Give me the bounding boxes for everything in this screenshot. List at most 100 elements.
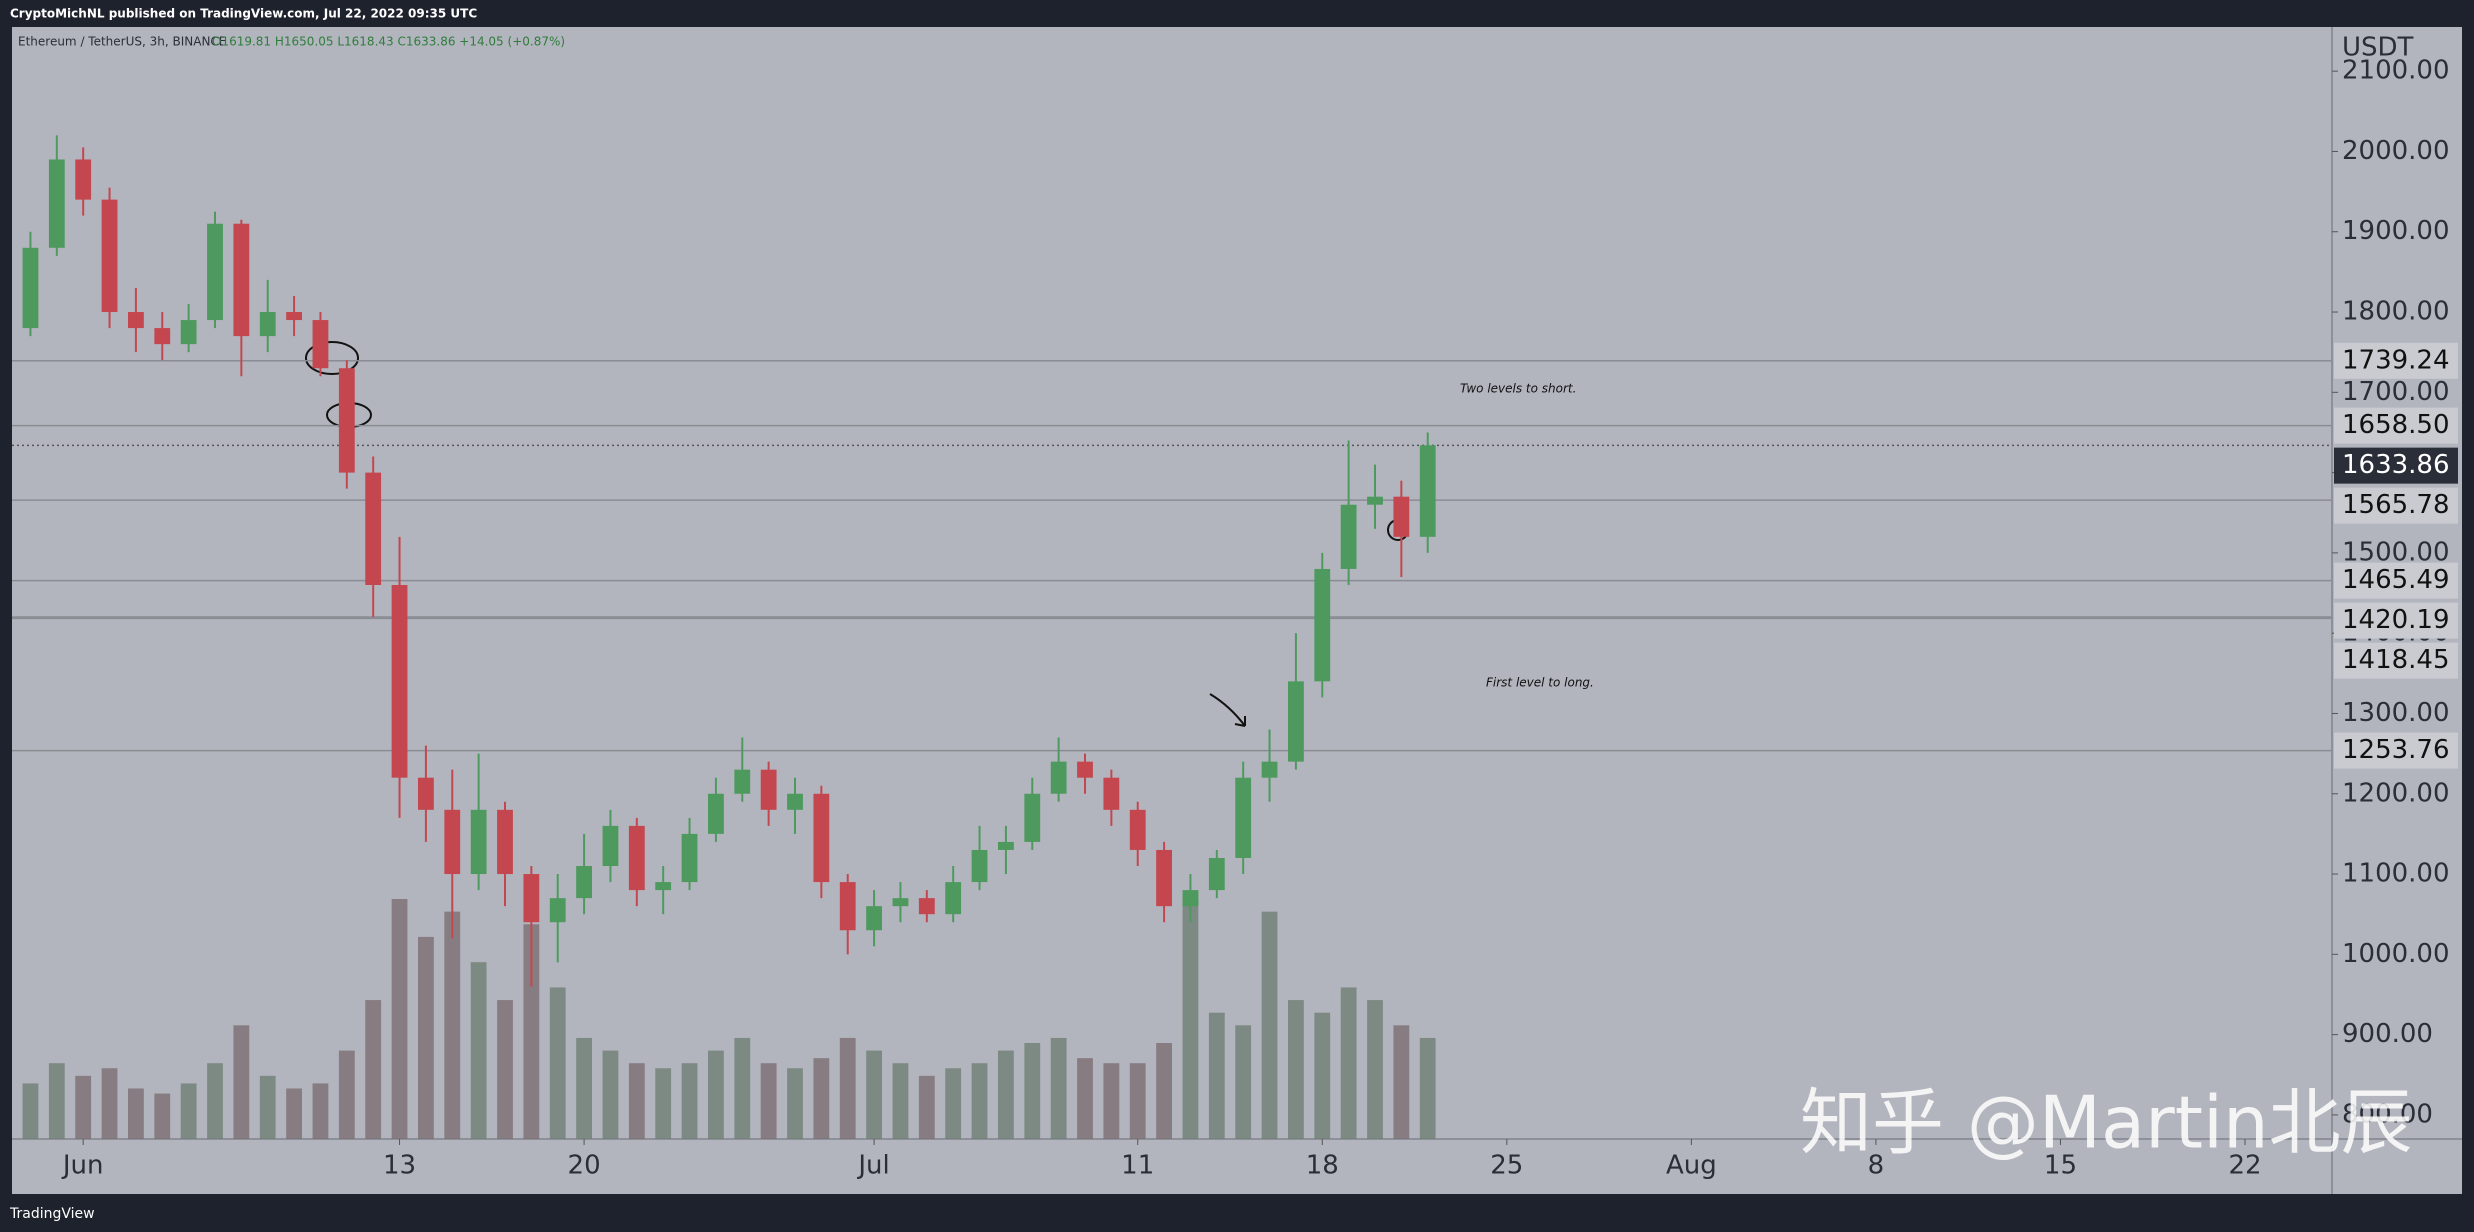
y-tick-label: 1000.00 [2342,939,2450,969]
price-label: 1253.76 [2342,735,2450,765]
volume-bar [286,1088,302,1139]
volume-bar [1340,987,1357,1139]
x-tick-label: 25 [1490,1151,1523,1181]
candle-body [128,312,144,329]
volume-bar [1077,1058,1093,1139]
candle-body [1050,761,1067,794]
volume-bar [918,1075,935,1139]
price-label-box [2334,602,2458,639]
volume-bar [154,1093,171,1139]
volume-bar [1103,1063,1120,1139]
volume-bar [1182,899,1199,1139]
volume-bar [628,1063,645,1139]
volume-bar [101,1068,118,1139]
candle-body [365,472,382,586]
candle-body [1077,761,1093,778]
y-tick-label: 1700.00 [2342,377,2450,407]
price-label: 1565.78 [2342,490,2450,520]
volume-bar [312,1083,329,1139]
candle-body [259,312,276,337]
volume-bar [338,1050,355,1139]
volume-bar [75,1075,92,1139]
volume-bar [1419,1037,1436,1139]
candle-body [1129,809,1146,850]
candle-body [180,320,197,345]
candle-body [1393,496,1410,537]
candle-body [48,159,65,248]
x-tick-label: 13 [383,1151,416,1181]
volume-bar [22,1083,39,1139]
y-tick-label: 1800.00 [2342,297,2450,327]
footer: TradingView [9,1206,95,1222]
volume-bar [418,936,434,1139]
price-label-box [2334,642,2458,679]
candle-body [734,769,751,794]
volume-bar [1314,1012,1331,1139]
volume-bar [892,1063,909,1139]
candle-body [602,825,619,867]
volume-bar [233,1025,250,1139]
x-tick-label: Jun [61,1151,104,1181]
candle-body [1182,890,1199,907]
volume-bar [655,1068,672,1139]
annotation: Two levels to short. [1460,382,1576,396]
volume-bar [1367,1000,1383,1139]
volume-bar [998,1050,1014,1139]
y-tick-label: 800.00 [2342,1099,2433,1129]
candle-body [787,793,803,810]
volume-bar [602,1050,619,1139]
candle-body [233,223,250,337]
candle-body [971,849,988,883]
volume-bar [391,899,408,1139]
candle-body [655,882,672,891]
price-label-box [2334,562,2458,599]
volume-bar [1261,911,1278,1139]
candle-body [945,882,962,915]
candle-body [470,809,487,875]
volume-bar [365,1000,382,1139]
volume-bar [1288,1000,1304,1139]
y-tick-label: 1100.00 [2342,859,2450,889]
candle-body [681,833,698,883]
volume-bar [1393,1025,1410,1139]
y-tick-label: 2100.00 [2342,56,2450,86]
candle-body [866,906,882,931]
candle-body [1235,777,1252,858]
volume-bar [1208,1012,1225,1139]
candle-body [286,312,302,321]
candle-body [549,898,566,923]
volume-bar [576,1037,592,1139]
candle-body [391,585,408,778]
volume-bar [549,987,566,1139]
volume-bar [470,962,487,1139]
candle-body [338,368,355,473]
x-tick-label: 20 [568,1151,601,1181]
volume-bar [1024,1043,1041,1139]
candle-body [708,793,724,834]
price-label: 1420.19 [2342,605,2450,635]
volume-bar [444,911,461,1139]
candle-body [628,825,645,891]
volume-bar [813,1058,830,1139]
price-label: 1633.86 [2342,450,2450,480]
price-label-box [2334,732,2458,769]
symbol: Ethereum / TetherUS, 3h, BINANCE [18,35,226,49]
volume-bar [734,1037,751,1139]
candle-body [998,841,1014,850]
volume-bar [839,1037,856,1139]
x-tick-label: Jul [856,1151,889,1181]
volume-bar [760,1063,777,1139]
volume-bar [497,1000,513,1139]
candle-body [1024,793,1041,842]
volume-bar [971,1063,988,1139]
price-label: 1739.24 [2342,345,2450,375]
volume-bar [681,1063,698,1139]
candle-body [1340,504,1357,569]
candle-body [576,866,592,899]
volume-bar [787,1068,803,1139]
candle-body [1208,857,1225,891]
volume-bar [259,1075,276,1139]
candle-body [101,199,118,313]
volume-bar [708,1050,724,1139]
x-tick-label: 11 [1121,1151,1154,1181]
